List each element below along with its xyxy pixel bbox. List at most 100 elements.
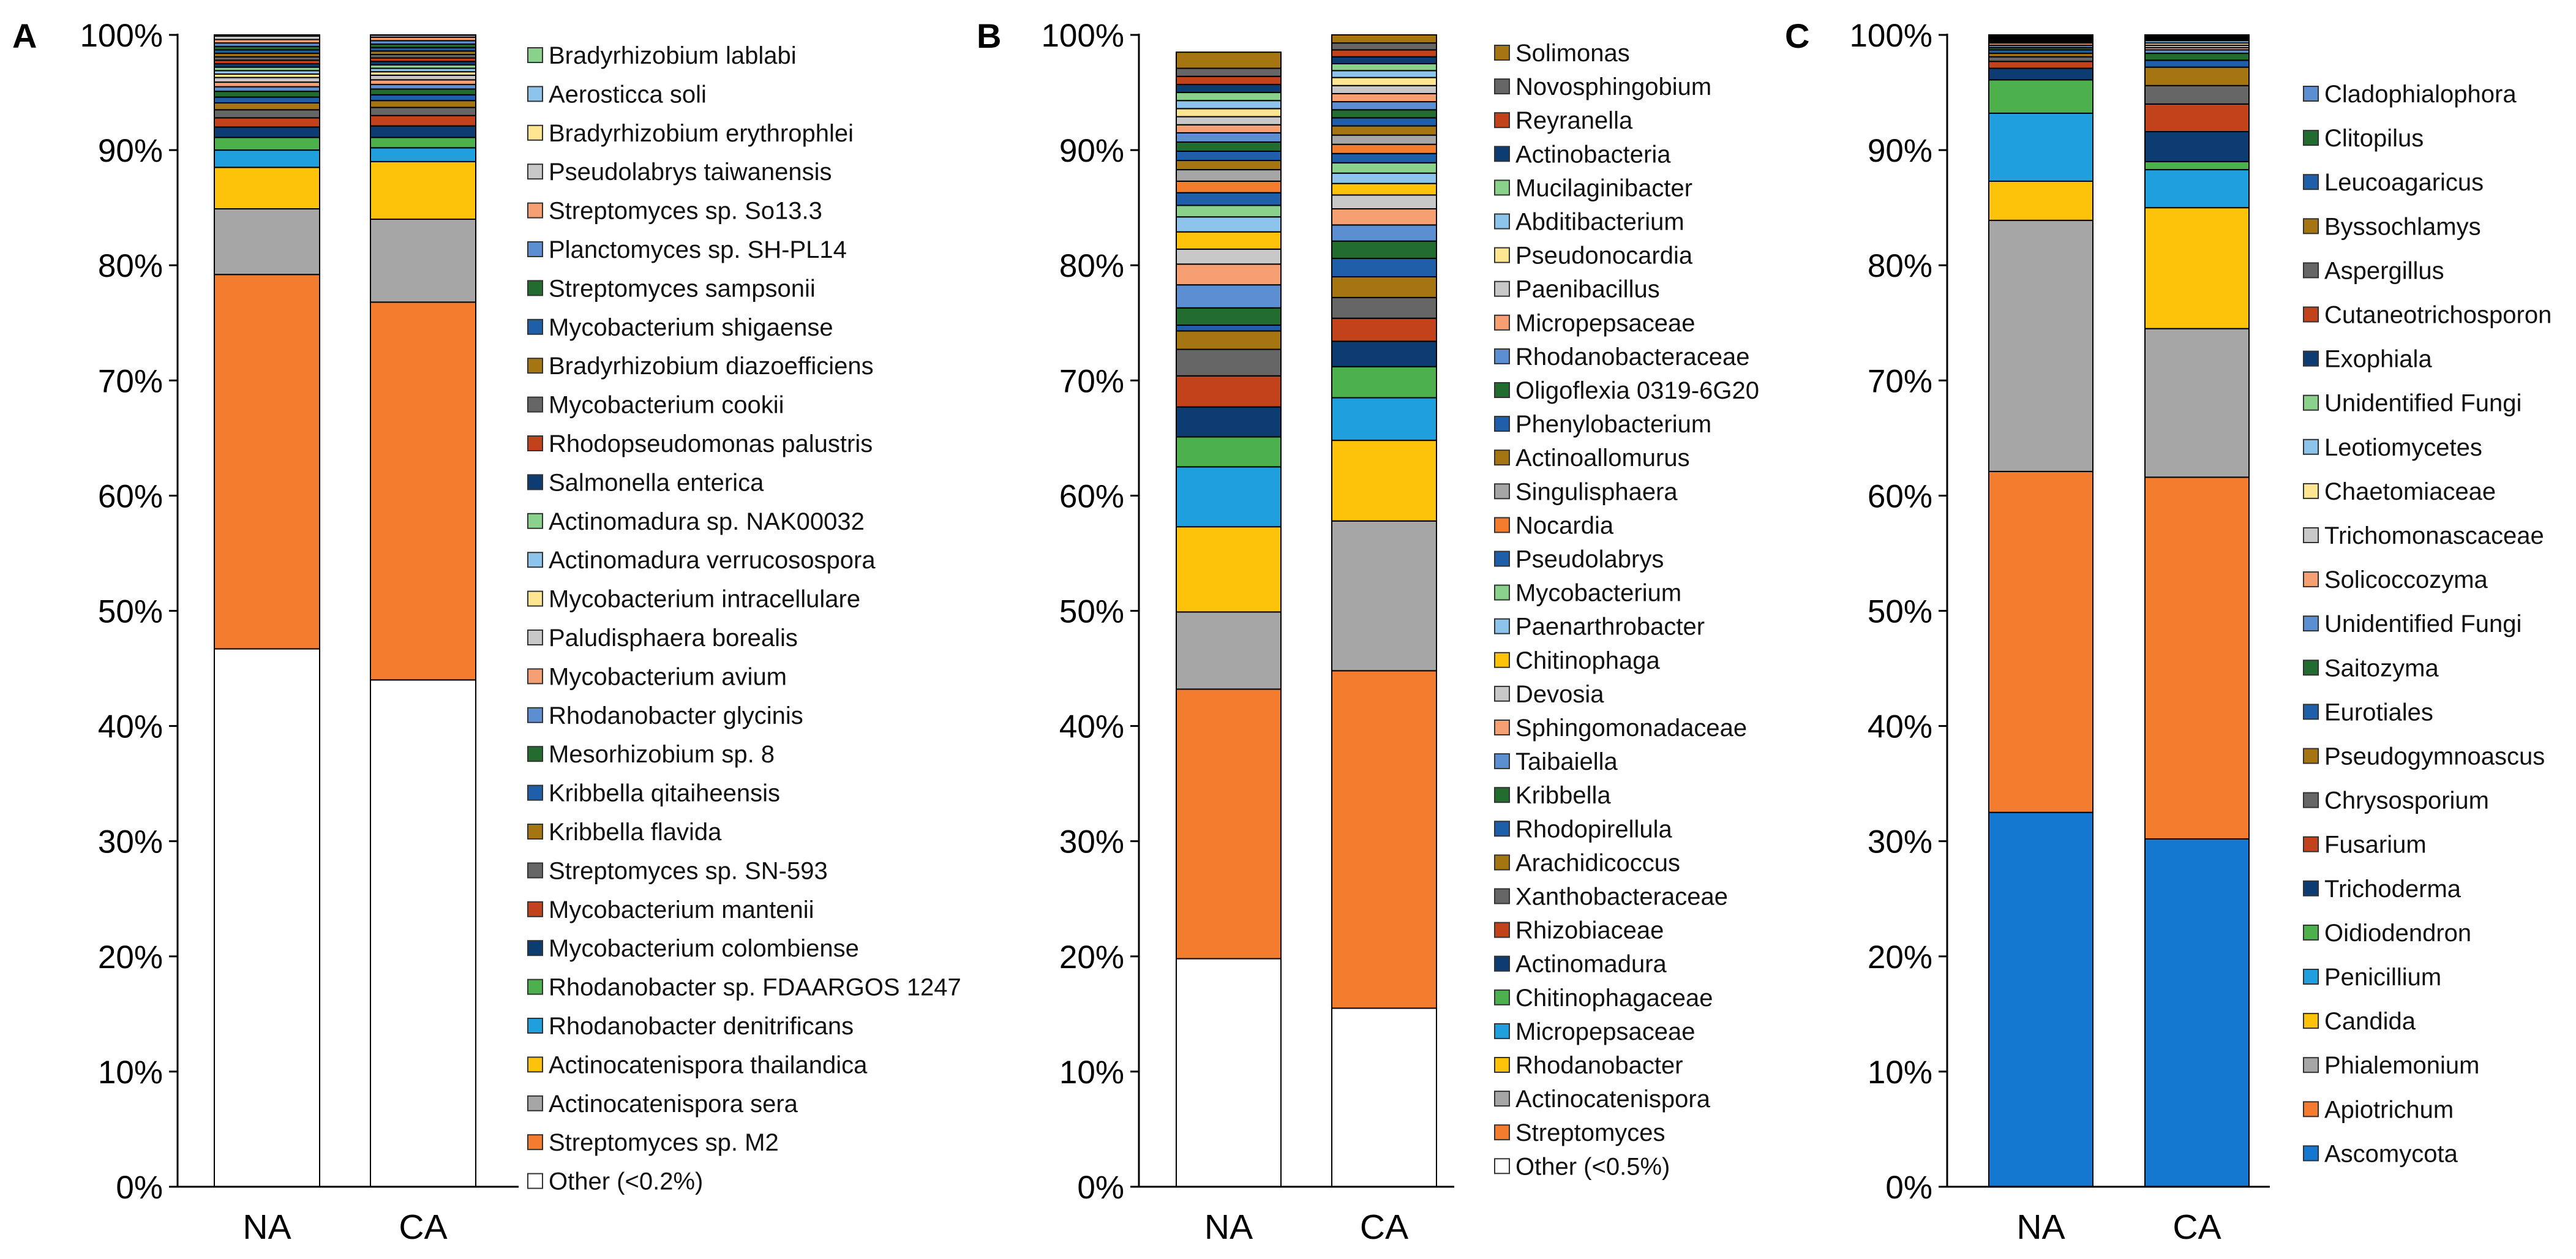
y-tick-label: 40% <box>98 709 163 745</box>
bar-segment <box>214 109 320 119</box>
bar-segment <box>1331 224 1437 242</box>
legend-label: Streptomyces sp. M2 <box>549 1129 779 1156</box>
bar-segment <box>1331 34 1437 44</box>
bar-segment <box>1176 160 1282 171</box>
bar-segment <box>370 107 476 116</box>
bar-segment <box>2144 160 2250 171</box>
bar-segment <box>1988 34 2093 36</box>
legend-swatch <box>1494 247 1510 263</box>
y-tick-label: 80% <box>1059 248 1124 284</box>
bar-segment <box>1331 134 1437 145</box>
y-tick-label: 50% <box>1868 594 1932 630</box>
bar-segment <box>1176 180 1282 194</box>
legend-swatch <box>2303 969 2319 985</box>
legend-label: Actinocatenispora <box>1515 1086 1711 1113</box>
y-tick-label: 0% <box>1885 1170 1932 1206</box>
bar-segment <box>1176 150 1282 162</box>
legend-swatch <box>2303 924 2319 941</box>
legend-label: Phialemonium <box>2324 1052 2479 1079</box>
bar-segment <box>1331 670 1437 1009</box>
legend-label: Oligoflexia 0319-6G20 <box>1515 377 1759 404</box>
legend-label: Actinocatenispora thailandica <box>549 1051 868 1078</box>
legend-swatch <box>1494 652 1510 668</box>
bar-segment <box>214 86 320 92</box>
bar-segment <box>370 94 476 102</box>
bar-segment <box>370 218 476 303</box>
category-label: NA <box>242 1208 291 1247</box>
bar-segment <box>214 126 320 138</box>
legend-swatch <box>2303 174 2319 190</box>
y-tick-label: 40% <box>1059 709 1124 745</box>
bar-segment <box>214 102 320 111</box>
bar-segment <box>214 96 320 103</box>
legend-label: Streptomyces sp. SN-593 <box>549 857 828 884</box>
legend-swatch <box>1494 854 1510 871</box>
y-tick-label: 70% <box>1868 363 1932 399</box>
legend-swatch <box>527 784 543 801</box>
bar-segment <box>1176 216 1282 233</box>
y-tick-label: 70% <box>1059 363 1124 399</box>
legend-swatch <box>1494 584 1510 601</box>
bar-segment <box>1176 124 1282 133</box>
legend-swatch <box>2303 306 2319 323</box>
bar-segment <box>370 160 476 220</box>
bar-segment <box>214 648 320 1187</box>
legend-label: Mycobacterium <box>1515 580 1681 607</box>
bar-segment <box>370 147 476 162</box>
bar-segment <box>1176 325 1282 332</box>
legend-label: Bradyrhizobium diazoefficiens <box>549 353 874 380</box>
legend-label: Singulisphaera <box>1515 478 1678 505</box>
bar-segment <box>1176 307 1282 326</box>
legend-label: Rhodopirellula <box>1515 816 1672 843</box>
legend-label: Mycobacterium shigaense <box>549 314 833 341</box>
legend-swatch <box>527 630 543 645</box>
bar-segment <box>1988 219 2093 472</box>
y-tick-label: 90% <box>1868 133 1932 169</box>
bar-segment <box>370 115 476 127</box>
legend-label: Trichoderma <box>2324 876 2461 903</box>
bar-segment <box>1331 152 1437 163</box>
legend-swatch <box>1494 1023 1510 1039</box>
bar-segment <box>1176 330 1282 350</box>
legend-swatch <box>2303 1057 2319 1073</box>
legend-label: Ascomycota <box>2324 1140 2458 1167</box>
legend-swatch <box>527 1095 543 1111</box>
bar-segment <box>1331 317 1437 342</box>
bar-segment <box>1176 205 1282 218</box>
category-label: CA <box>2172 1208 2221 1247</box>
legend-label: Novosphingobium <box>1515 73 1711 100</box>
legend-label: Rhodanobacter <box>1515 1052 1683 1079</box>
bar-segment <box>1176 141 1282 152</box>
bar-segment <box>370 100 476 108</box>
legend-label: Mycobacterium colombiense <box>549 935 859 962</box>
bar-segment <box>2144 59 2250 68</box>
legend-swatch <box>1494 348 1510 364</box>
legend-swatch <box>2303 571 2319 588</box>
legend-label: Oidiodendron <box>2324 920 2471 947</box>
bar-segment <box>2144 131 2250 162</box>
bar-segment <box>214 91 320 98</box>
legend-swatch <box>527 86 543 102</box>
legend-label: Mucilaginibacter <box>1515 175 1692 201</box>
bar-segment <box>1176 263 1282 286</box>
legend-swatch <box>527 824 543 840</box>
bar-segment <box>214 117 320 128</box>
panel-letter: B <box>977 17 1001 55</box>
legend-label: Planctomyces sp. SH-PL14 <box>549 236 847 263</box>
legend-swatch <box>527 552 543 568</box>
bar-segment <box>1176 67 1282 77</box>
legend-label: Paludisphaera borealis <box>549 625 798 652</box>
bar-segment <box>214 149 320 168</box>
y-tick-label: 100% <box>1041 18 1124 54</box>
bar-segment <box>1988 61 2093 69</box>
legend-label: Mycobacterium cookii <box>549 392 784 419</box>
y-tick-label: 20% <box>1868 939 1932 975</box>
legend-label: Arachidicoccus <box>1515 849 1680 876</box>
legend-swatch <box>527 979 543 995</box>
legend-label: Chrysosporium <box>2324 787 2489 814</box>
legend-label: Chaetomiaceae <box>2324 478 2496 505</box>
legend-label: Pseudolabrys <box>1515 546 1664 573</box>
legend-label: Fusarium <box>2324 832 2427 859</box>
legend-swatch <box>527 746 543 762</box>
legend-label: Eurotiales <box>2324 699 2433 726</box>
